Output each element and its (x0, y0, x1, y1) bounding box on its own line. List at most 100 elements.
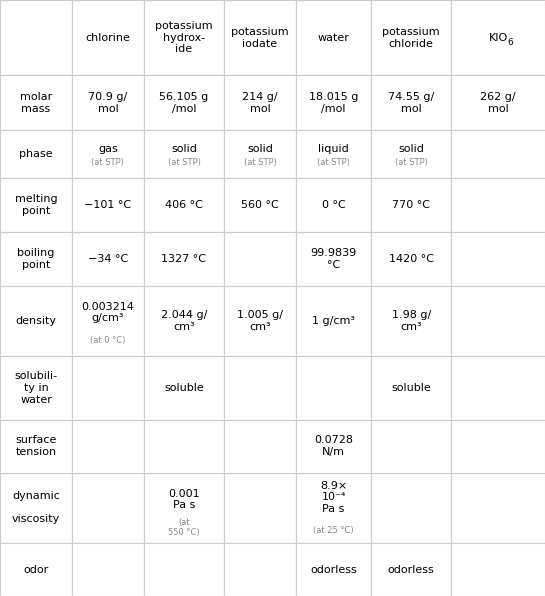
Text: −34 °C: −34 °C (88, 254, 128, 264)
Text: potassium
iodate: potassium iodate (231, 27, 289, 48)
Bar (371, 76, 451, 131)
Text: (at STP): (at STP) (317, 157, 350, 167)
Text: 1 g/cm³: 1 g/cm³ (312, 316, 355, 326)
Bar (72, 543, 144, 596)
Text: 406 °C: 406 °C (165, 200, 203, 210)
Text: soluble: soluble (164, 383, 204, 393)
Bar (371, 131, 451, 178)
Bar (72, 356, 144, 420)
Text: 1327 °C: 1327 °C (161, 254, 207, 264)
Text: melting
point: melting point (15, 194, 57, 216)
Bar (0, 76, 72, 131)
Bar (144, 420, 224, 473)
Bar (451, 356, 545, 420)
Text: boiling
point: boiling point (17, 248, 54, 269)
Bar (72, 76, 144, 131)
Bar (296, 473, 371, 543)
Bar (451, 178, 545, 232)
Bar (0, 473, 72, 543)
Bar (371, 178, 451, 232)
Bar (72, 131, 144, 178)
Text: odor: odor (23, 564, 49, 575)
Text: soluble: soluble (391, 383, 431, 393)
Bar (144, 232, 224, 285)
Bar (144, 178, 224, 232)
Text: 770 °C: 770 °C (392, 200, 430, 210)
Bar (0, 420, 72, 473)
Bar (0, 178, 72, 232)
Text: 56.105 g
/mol: 56.105 g /mol (159, 92, 209, 114)
Text: (at 0 °C): (at 0 °C) (90, 336, 125, 345)
Bar (296, 76, 371, 131)
Text: solubili-
ty in
water: solubili- ty in water (14, 371, 58, 405)
Bar (224, 0, 296, 76)
Bar (296, 356, 371, 420)
Bar (224, 356, 296, 420)
Text: (at STP): (at STP) (395, 157, 428, 167)
Text: surface
tension: surface tension (15, 435, 57, 457)
Text: solid: solid (398, 144, 424, 154)
Text: (at 25 °C): (at 25 °C) (313, 526, 354, 535)
Text: 560 °C: 560 °C (241, 200, 279, 210)
Text: 99.9839
°C: 99.9839 °C (311, 248, 356, 269)
Bar (296, 420, 371, 473)
Bar (144, 473, 224, 543)
Bar (451, 473, 545, 543)
Bar (451, 543, 545, 596)
Text: 0.001
Pa s: 0.001 Pa s (168, 489, 200, 510)
Text: 0 °C: 0 °C (322, 200, 346, 210)
Bar (296, 543, 371, 596)
Text: odorless: odorless (310, 564, 357, 575)
Text: liquid: liquid (318, 144, 349, 154)
Bar (224, 420, 296, 473)
Bar (0, 285, 72, 356)
Bar (0, 131, 72, 178)
Text: −101 °C: −101 °C (84, 200, 131, 210)
Bar (72, 420, 144, 473)
Text: 6: 6 (507, 38, 513, 47)
Bar (224, 473, 296, 543)
Text: water: water (318, 33, 349, 43)
Bar (371, 543, 451, 596)
Bar (296, 285, 371, 356)
Bar (224, 232, 296, 285)
Text: 1.005 g/
cm³: 1.005 g/ cm³ (237, 310, 283, 332)
Bar (451, 0, 545, 76)
Text: dynamic

viscosity: dynamic viscosity (12, 491, 60, 524)
Text: KIO: KIO (488, 33, 508, 43)
Bar (224, 178, 296, 232)
Bar (0, 356, 72, 420)
Text: (at STP): (at STP) (167, 157, 201, 167)
Bar (371, 0, 451, 76)
Bar (371, 420, 451, 473)
Text: 8.9×
10⁻⁴
Pa s: 8.9× 10⁻⁴ Pa s (320, 480, 347, 514)
Bar (144, 543, 224, 596)
Bar (144, 0, 224, 76)
Text: (at STP): (at STP) (92, 157, 124, 167)
Bar (224, 543, 296, 596)
Bar (451, 285, 545, 356)
Text: chlorine: chlorine (86, 33, 130, 43)
Text: 1420 °C: 1420 °C (389, 254, 434, 264)
Text: 74.55 g/
mol: 74.55 g/ mol (388, 92, 434, 114)
Bar (144, 131, 224, 178)
Bar (224, 285, 296, 356)
Bar (0, 232, 72, 285)
Bar (296, 131, 371, 178)
Bar (72, 0, 144, 76)
Text: 1.98 g/
cm³: 1.98 g/ cm³ (391, 310, 431, 332)
Bar (371, 473, 451, 543)
Bar (296, 0, 371, 76)
Bar (72, 178, 144, 232)
Bar (224, 131, 296, 178)
Text: potassium
hydrox-
ide: potassium hydrox- ide (155, 21, 213, 54)
Text: gas: gas (98, 144, 118, 154)
Text: molar
mass: molar mass (20, 92, 52, 114)
Text: 0.0728
N/m: 0.0728 N/m (314, 435, 353, 457)
Bar (451, 131, 545, 178)
Text: solid: solid (171, 144, 197, 154)
Text: potassium
chloride: potassium chloride (383, 27, 440, 48)
Text: 214 g/
mol: 214 g/ mol (242, 92, 278, 114)
Text: 262 g/
mol: 262 g/ mol (480, 92, 516, 114)
Text: phase: phase (19, 150, 53, 160)
